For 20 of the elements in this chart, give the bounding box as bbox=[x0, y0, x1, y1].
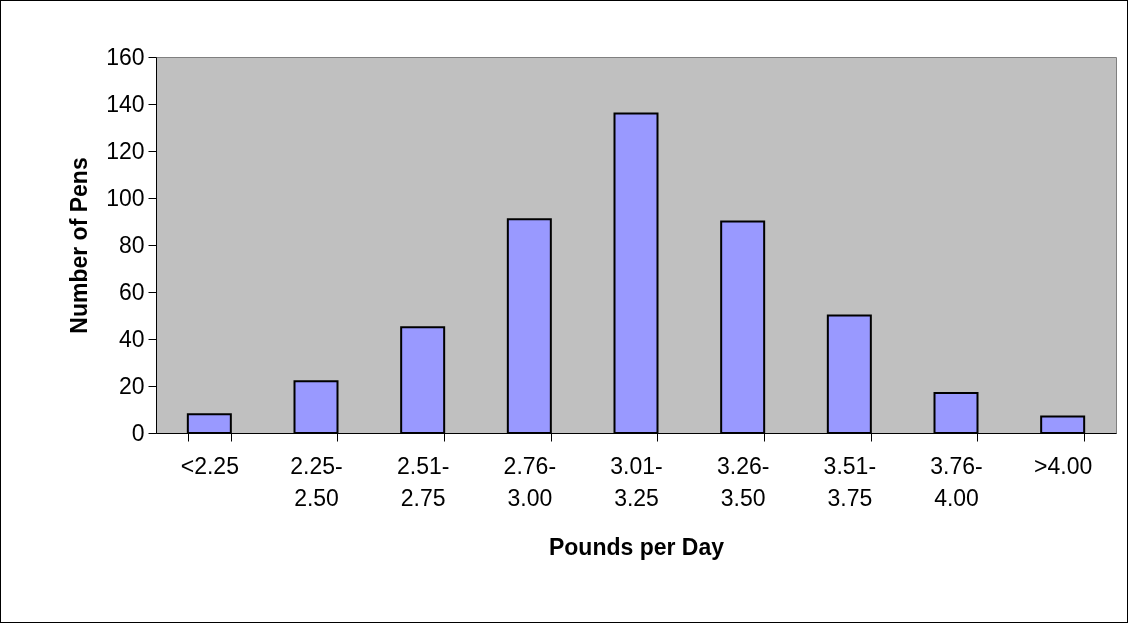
y-tick-label: 100 bbox=[106, 184, 145, 211]
x-tick-label: 3.76-4.00 bbox=[930, 452, 983, 511]
y-tick-label: 160 bbox=[106, 43, 145, 70]
x-tick-label: 2.25-2.50 bbox=[290, 452, 343, 511]
x-tick-label: <2.25 bbox=[180, 452, 239, 479]
y-tick-label: 20 bbox=[118, 372, 145, 399]
x-tick-label: 2.76-3.00 bbox=[503, 452, 557, 511]
x-tick-label: 3.51-3.75 bbox=[823, 452, 877, 511]
y-tick-label: 40 bbox=[118, 325, 145, 352]
x-tick-label: 3.01-3.25 bbox=[610, 452, 663, 511]
y-tick-label: 140 bbox=[106, 90, 145, 117]
x-tick-label: 2.51-2.75 bbox=[396, 452, 450, 511]
y-axis-title: Number of Pens bbox=[66, 157, 93, 334]
x-tick-label: 3.26-3.50 bbox=[716, 452, 770, 511]
y-tick-label: 120 bbox=[106, 137, 145, 164]
x-tick-label: >4.00 bbox=[1034, 452, 1093, 479]
y-tick-label: 0 bbox=[131, 419, 145, 446]
x-axis-title: Pounds per Day bbox=[548, 533, 725, 560]
y-tick-label: 80 bbox=[118, 231, 145, 258]
y-tick-label: 60 bbox=[118, 278, 145, 305]
